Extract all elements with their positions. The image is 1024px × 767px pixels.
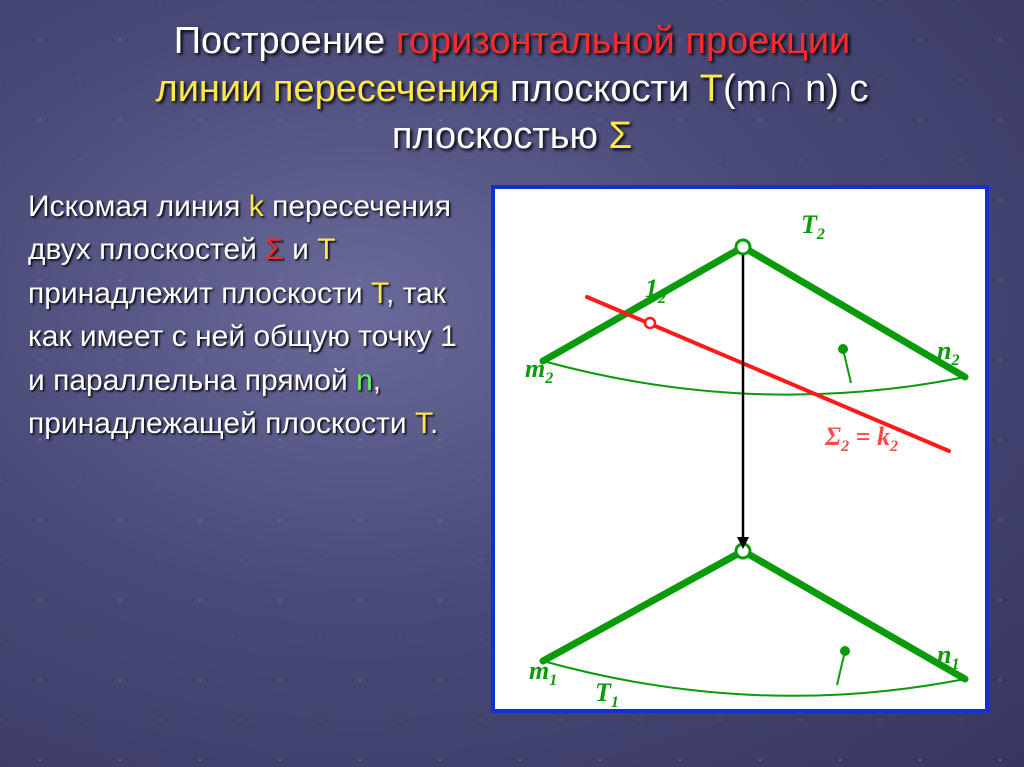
svg-text:Σ2 = k2: Σ2 = k2: [824, 422, 898, 455]
svg-text:T1: T1: [595, 678, 619, 709]
p-t3: и: [284, 233, 317, 266]
title-w5: плоскостью: [392, 115, 609, 157]
body-paragraph: Искомая линия k пересечения двух плоскос…: [28, 185, 458, 446]
title-red: горизонтальной проекции: [396, 20, 850, 62]
svg-text:m1: m1: [529, 656, 557, 689]
title-w3: (m: [723, 68, 767, 110]
p-t7: .: [430, 407, 438, 440]
svg-text:T2: T2: [801, 210, 825, 243]
svg-text:n1: n1: [937, 640, 960, 673]
p-k: k: [249, 190, 264, 223]
title-w2: плоскости: [499, 68, 699, 110]
p-sigma: Σ: [265, 233, 284, 266]
title-w1: Построение: [174, 20, 396, 62]
p-n: n: [356, 364, 373, 397]
p-T3: Т: [415, 407, 430, 440]
p-T1: Т: [317, 233, 335, 266]
p-t1: Искомая линия: [28, 190, 249, 223]
title-T: Т: [700, 68, 723, 110]
p-t4: принадлежит плоскости: [28, 277, 371, 310]
svg-text:n2: n2: [937, 336, 960, 369]
title-w4: n) с: [795, 68, 869, 110]
svg-text:12: 12: [645, 274, 666, 307]
p-T2: Т: [371, 277, 386, 310]
title-yel1: линии пересечения: [156, 68, 500, 110]
title-sigma: Σ: [609, 115, 633, 157]
title-cap: ∩: [767, 68, 794, 110]
figure-svg: T212m2n2Σ2 = k2m1n1T1: [495, 189, 985, 709]
slide-title: Построение горизонтальной проекции линии…: [28, 18, 996, 161]
figure-box: T212m2n2Σ2 = k2m1n1T1: [491, 185, 989, 713]
